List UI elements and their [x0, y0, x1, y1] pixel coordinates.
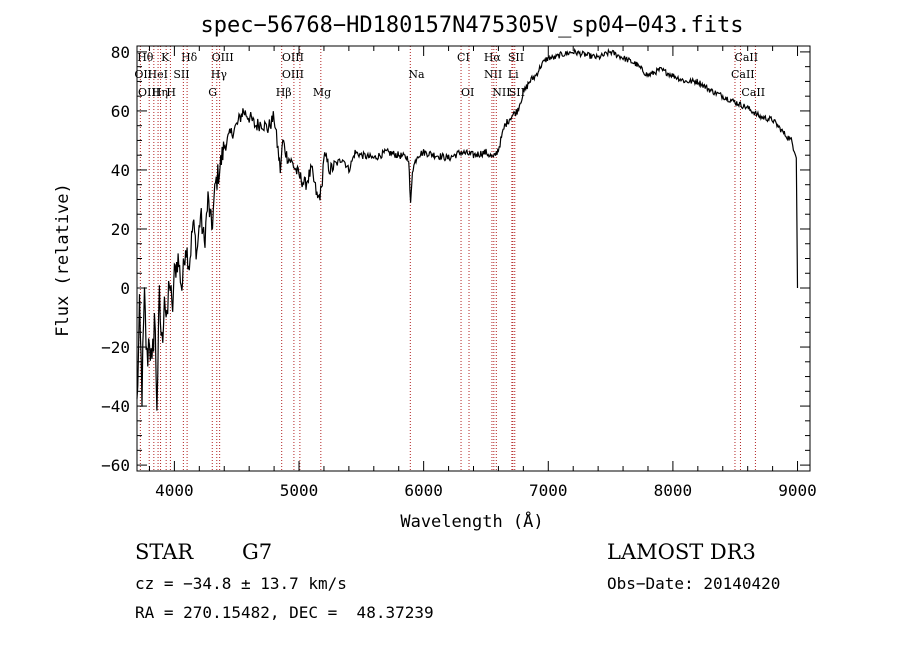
y-axis-label: Flux (relative): [53, 183, 73, 337]
y-tick-label: −40: [101, 397, 130, 416]
x-tick-label: 4000: [155, 481, 194, 500]
x-tick-label: 6000: [404, 481, 443, 500]
chart-title: spec−56768−HD180157N475305V_sp04−043.fit…: [200, 13, 743, 38]
line-label: Li: [508, 68, 519, 81]
observation-date: Obs−Date: 20140420: [607, 574, 781, 593]
y-tick-label: 0: [120, 279, 130, 298]
line-label: OI: [461, 86, 474, 99]
line-label: Hβ: [276, 86, 292, 99]
x-tick-label: 7000: [529, 481, 568, 500]
line-label: SII: [509, 86, 525, 99]
line-label: NII: [484, 68, 502, 81]
line-label: OIII: [212, 51, 234, 64]
line-label: CaII: [734, 51, 758, 64]
spectrum-series-line: [136, 47, 799, 411]
line-label: OIII: [282, 51, 304, 64]
line-label: CaII: [731, 68, 755, 81]
y-tick-label: 40: [111, 161, 130, 180]
line-label: Hγ: [211, 68, 228, 81]
survey-name: LAMOST DR3: [607, 540, 756, 564]
x-axis-label: Wavelength (Å): [400, 510, 543, 532]
line-label: OIII: [138, 86, 160, 99]
y-tick-label: 60: [111, 102, 130, 121]
line-label: Hδ: [181, 51, 198, 64]
line-label: SII: [508, 51, 524, 64]
axes: 4000 5000 6000 7000 8000 9000 −60 −40 −20 0 20 40 60…: [101, 43, 817, 500]
line-label: H: [166, 86, 176, 99]
line-label: NII: [492, 86, 510, 99]
line-label: Hη: [152, 86, 168, 99]
line-label: K: [161, 51, 170, 64]
y-tick-label: −20: [101, 338, 130, 357]
y-tick-label: −60: [101, 456, 130, 475]
object-subclass: G7: [242, 540, 273, 564]
line-label: CaII: [741, 86, 765, 99]
line-label: OIII: [282, 68, 304, 81]
x-tick-label: 8000: [654, 481, 693, 500]
x-tick-label: 5000: [280, 481, 319, 500]
object-class: STAR: [135, 540, 194, 564]
line-label: CI: [457, 51, 470, 64]
redshift-info: cz = −34.8 ± 13.7 km/s: [135, 574, 347, 593]
y-tick-label: 20: [111, 220, 130, 239]
line-label: Hα: [484, 51, 502, 64]
y-tick-label: 80: [111, 43, 130, 62]
line-label: Mg: [313, 86, 331, 99]
line-label: SII: [173, 68, 189, 81]
plot-frame: [136, 45, 811, 472]
plot-data: [136, 47, 799, 411]
line-label: G: [208, 86, 217, 99]
x-tick-label: 9000: [778, 481, 817, 500]
line-label: OII: [134, 68, 152, 81]
line-label: HeI: [148, 68, 168, 81]
line-label: Na: [408, 68, 425, 81]
coordinates: RA = 270.15482, DEC = 48.37239: [135, 603, 434, 622]
line-label: Hθ: [137, 51, 154, 64]
